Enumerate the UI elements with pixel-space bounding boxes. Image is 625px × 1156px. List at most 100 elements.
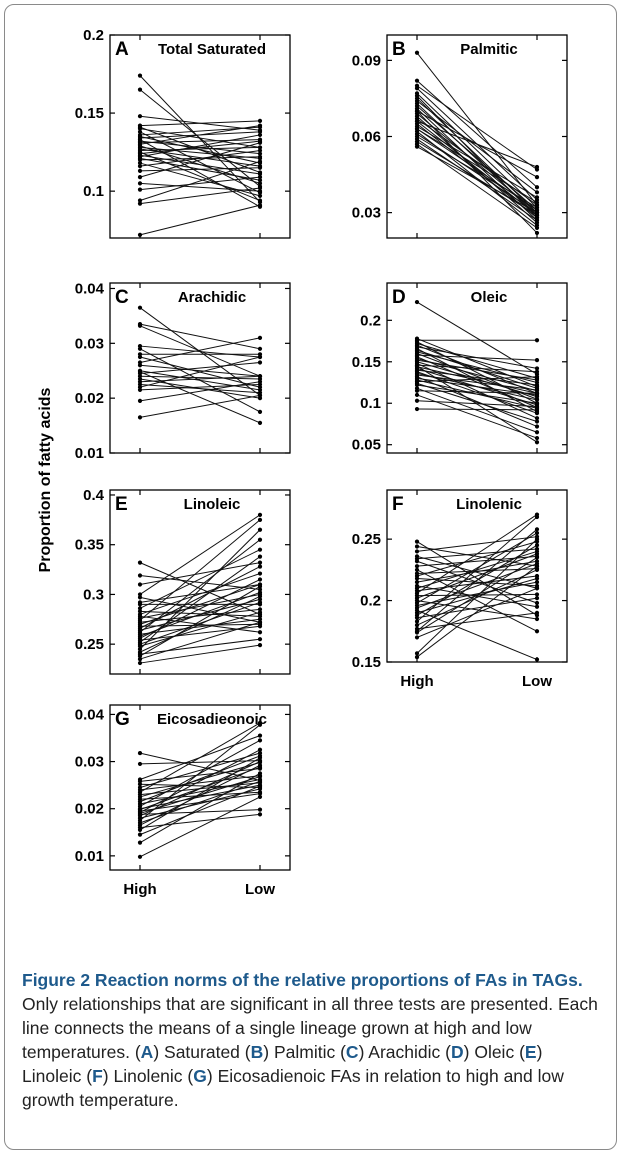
panel-g-point-high-30 (137, 854, 143, 859)
panel-c-lineage-line-8 (139, 337, 261, 364)
panel-c-axes-box (109, 282, 291, 454)
panel-f-point-low-20 (534, 530, 540, 536)
panel-e-point-low-22 (257, 577, 263, 582)
panel-f-point-low-19 (534, 616, 540, 622)
panel-b-lineage-line-26 (416, 146, 538, 214)
caption-item-letter-g: G (193, 1066, 207, 1086)
panel-g-lineage-line-21 (139, 761, 261, 817)
panel-b-point-low-22 (534, 205, 540, 210)
panel-d-lineage-line-32 (416, 390, 538, 394)
panel-a-point-low-15 (257, 181, 263, 186)
caption-item-letter-a: A (140, 1042, 154, 1062)
panel-e-lineage-line-8 (139, 549, 261, 609)
panel-g-point-low-29 (257, 771, 263, 776)
panel-g-ytick-label-3: 0.03 (75, 754, 104, 771)
panel-f-point-low-32 (534, 537, 540, 542)
panel-b-point-low-12 (534, 175, 540, 180)
panel-f-point-low-25 (534, 543, 540, 548)
panel-d-point-high-35 (414, 406, 420, 412)
panel-f-point-high-1 (414, 539, 420, 544)
panel-e-lineage-line-3 (139, 562, 261, 585)
panel-b-point-low-2 (534, 185, 540, 190)
panel-d-point-low-7 (534, 366, 540, 371)
caption-item-letter-b: B (250, 1042, 264, 1062)
panel-a-point-high-7 (137, 129, 143, 134)
panel-a-point-low-28 (257, 140, 263, 145)
panel-b-lineage-line-28 (416, 110, 538, 234)
panel-b-lineage-line-7 (416, 98, 538, 213)
panel-c-ytick-label-2: 0.02 (75, 390, 104, 407)
panel-c-lineage-line-3 (139, 325, 261, 377)
panel-c-lineage-line-11 (139, 371, 261, 424)
panel-f-point-low-33 (534, 564, 540, 569)
panel-b-point-low-23 (534, 218, 540, 223)
panel-a-lineage-line-1 (139, 75, 261, 203)
panel-g-lineage-line-26 (139, 813, 261, 829)
panel-c-ytick-label-3: 0.03 (75, 335, 104, 352)
panel-g-point-low-25 (257, 763, 263, 768)
panel-a-lineage-line-29 (139, 182, 261, 192)
panel-c-point-low-8 (257, 335, 263, 340)
panel-f-axes-box (386, 489, 568, 663)
panel-f-point-high-26 (414, 615, 420, 620)
panel-b: 0.03 0.06 0.09 B Palmitic (352, 34, 568, 239)
panel-d-point-low-29 (534, 419, 540, 424)
panel-c-point-high-20 (137, 415, 143, 420)
panel-a-ytick-label-2: 0.15 (75, 105, 104, 122)
panel-a-point-low-14 (257, 123, 263, 128)
panel-d-lineage-line-21 (416, 369, 538, 386)
panel-e-point-low-2 (257, 587, 263, 592)
panel-e-lineage-line-20 (139, 618, 261, 635)
panel-e-point-low-11 (257, 630, 263, 635)
panel-b-letter: B (392, 39, 406, 60)
panel-b-point-low-29 (534, 200, 540, 205)
panel-c-point-high-3 (137, 323, 143, 328)
panel-d-point-low-34 (534, 404, 540, 409)
panel-d-ytick-label-2: 0.1 (360, 395, 381, 412)
panel-g-lineage-line-14 (139, 739, 261, 807)
panel-b-ytick-label-1: 0.03 (352, 205, 381, 222)
panel-c-point-low-12 (257, 360, 263, 365)
panel-f-lineage-line-9 (416, 568, 538, 575)
caption-item-text-e: Linoleic (22, 1066, 82, 1086)
panel-e-point-high-32 (137, 660, 143, 666)
panel-a-point-low-12 (257, 151, 263, 156)
panel-f-point-low-30 (534, 555, 540, 560)
panel-e-lineage-line-27 (139, 529, 261, 650)
caption-item-text-d: Oleic (474, 1042, 515, 1062)
panel-d-point-low-25 (534, 424, 540, 429)
panel-c-lineage-line-9 (139, 364, 261, 377)
panel-b-lineage-line-18 (416, 125, 538, 198)
panel-e-point-low-13 (257, 517, 263, 522)
panel-e-ytick-label-1: 0.25 (75, 636, 104, 653)
panel-e-point-low-20 (257, 617, 263, 622)
panel-f-point-low-6 (534, 600, 540, 606)
panel-a-point-low-24 (257, 154, 263, 159)
panel-d-ytick-label-3: 0.15 (352, 354, 381, 371)
panel-e-lineage-line-17 (139, 566, 261, 629)
panel-f-letter: F (392, 494, 404, 515)
panel-d-point-high-30 (414, 382, 420, 388)
panel-e-point-low-3 (257, 560, 263, 565)
panel-b-lineage-line-27 (416, 120, 538, 168)
panel-c-point-low-19 (257, 379, 263, 384)
panel-f-xtick-label-high: High (400, 673, 433, 690)
panel-d-point-low-15 (534, 377, 540, 383)
panel-a-lineage-line-19 (139, 151, 261, 201)
panel-g-lineage-line-28 (139, 785, 261, 836)
panel-d-lineage-line-12 (416, 354, 538, 361)
panel-e-point-low-26 (257, 610, 263, 615)
panel-a-lineage-line-4 (139, 120, 261, 127)
panel-c-ytick-label-4: 0.04 (75, 280, 105, 297)
caption-item-text-a: Saturated (164, 1042, 240, 1062)
panel-d-point-low-3 (534, 338, 540, 343)
panel-a-lineage-line-20 (139, 140, 261, 155)
panel-a-point-high-29 (137, 181, 143, 186)
panel-e-lineage-line-29 (139, 638, 261, 655)
panel-f-point-low-27 (534, 514, 540, 520)
panel-a-point-high-2 (137, 87, 143, 92)
panel-d-lineage-line-30 (416, 384, 538, 404)
panel-a-lineage-line-32 (139, 187, 261, 205)
caption-items: (A) Saturated (B) Palmitic (C) Arachidic… (22, 1042, 564, 1110)
panel-c-point-high-7 (137, 354, 143, 360)
